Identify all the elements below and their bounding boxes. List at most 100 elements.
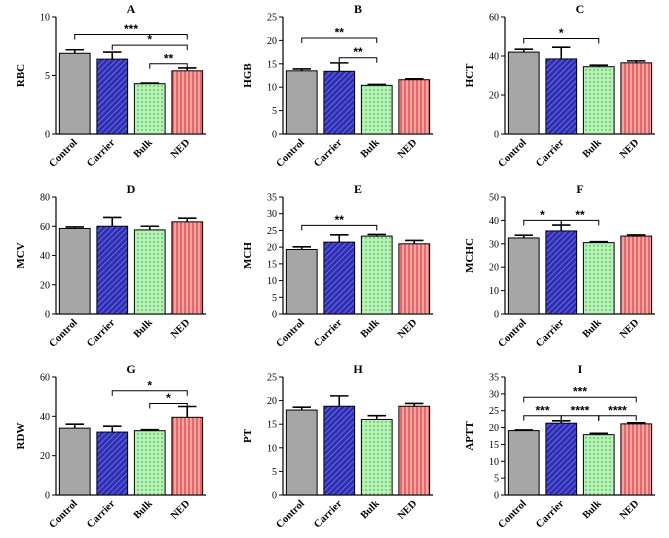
x-tick-label-control: Control [274, 498, 306, 530]
bar-control [507, 51, 540, 135]
x-tick-label-control: Control [496, 137, 528, 169]
x-tick-label-ned: NED [618, 498, 642, 522]
x-tick-label-ned: NED [169, 137, 193, 161]
bar-ned [171, 416, 204, 496]
significance-label: *** [573, 385, 587, 399]
bar-control [285, 409, 318, 496]
x-tick-label-control: Control [496, 498, 528, 530]
bar-ned [620, 62, 653, 135]
y-tick-label: 25 [267, 13, 277, 24]
y-tick-label: 15 [267, 59, 277, 70]
bar-ned [171, 70, 204, 135]
significance-bracket [74, 34, 188, 40]
significance-label: **** [571, 403, 590, 417]
x-tick-label-ned: NED [169, 317, 193, 341]
y-tick-label: 0 [494, 491, 499, 502]
y-tick-label: 20 [267, 243, 277, 254]
y-tick-label: 80 [40, 193, 50, 204]
y-axis-label: RBC [15, 64, 27, 87]
x-tick-label-bulk: Bulk [581, 317, 604, 340]
significance-label: *** [124, 22, 138, 36]
y-tick-label: 60 [40, 222, 50, 233]
y-tick-label: 10 [40, 13, 50, 24]
y-tick-label: 10 [489, 457, 499, 468]
bar-carrier [545, 230, 578, 315]
x-tick-label-bulk: Bulk [132, 498, 155, 521]
y-tick-label: 20 [40, 451, 50, 462]
bar-carrier [323, 405, 356, 496]
x-tick-label-ned: NED [618, 317, 642, 341]
x-tick-label-control: Control [47, 317, 79, 349]
x-tick-label-ned: NED [396, 317, 420, 341]
x-tick-label-bulk: Bulk [132, 137, 155, 160]
significance-bracket [523, 396, 637, 403]
x-tick-label-carrier: Carrier [534, 498, 566, 530]
panel-title: E [354, 182, 362, 196]
y-tick-label: 60 [489, 13, 499, 24]
y-tick-label: 20 [40, 280, 50, 291]
x-tick-label-carrier: Carrier [312, 137, 344, 169]
x-tick-label-carrier: Carrier [85, 137, 117, 169]
x-tick-label-control: Control [47, 498, 79, 530]
bar-control [507, 237, 540, 315]
y-tick-label: 20 [489, 423, 499, 434]
bar-control [285, 70, 318, 135]
bar-ned [398, 405, 431, 496]
bar-carrier [96, 58, 129, 135]
y-tick-label: 15 [267, 420, 277, 431]
bar-bulk [582, 242, 615, 315]
bar-bulk [360, 418, 393, 496]
x-tick-label-bulk: Bulk [359, 317, 382, 340]
bar-ned [398, 243, 431, 315]
x-tick-label-carrier: Carrier [312, 498, 344, 530]
bar-ned [398, 79, 431, 135]
bar-bulk [360, 235, 393, 315]
y-tick-label: 5 [494, 474, 499, 485]
x-tick-label-bulk: Bulk [581, 137, 604, 160]
significance-label: ** [575, 208, 585, 222]
y-tick-label: 0 [272, 491, 277, 502]
x-tick-label-control: Control [496, 317, 528, 349]
y-tick-label: 10 [267, 276, 277, 287]
y-tick-label: 35 [489, 373, 499, 384]
bar-bulk [360, 84, 393, 135]
bar-carrier [96, 225, 129, 315]
y-tick-label: 25 [267, 373, 277, 384]
y-axis-label: HCT [464, 63, 476, 88]
x-tick-label-control: Control [274, 317, 306, 349]
bar-control [58, 427, 91, 496]
y-axis-label: RDW [15, 423, 27, 450]
y-tick-label: 60 [40, 373, 50, 384]
y-tick-label: 5 [272, 467, 277, 478]
significance-bracket [598, 415, 637, 421]
significance-label: * [147, 33, 152, 47]
y-tick-label: 15 [267, 259, 277, 270]
significance-bracket [111, 390, 188, 396]
significance-label: * [147, 378, 152, 392]
bar-carrier [545, 58, 578, 135]
significance-label: ** [353, 45, 363, 59]
significance-label: ** [335, 26, 345, 40]
panel-title: H [353, 362, 363, 376]
bar-bulk [133, 83, 166, 135]
chart-panel-e: E MCH 0 5 10 15 20 25 30 35 Control Carrier Bulk NED *… [242, 182, 433, 350]
bar-carrier [545, 422, 578, 496]
y-tick-label: 5 [272, 293, 277, 304]
y-tick-label: 30 [489, 239, 499, 250]
bar-carrier [323, 70, 356, 135]
chart-panel-i: I APTT 0 5 10 15 20 25 30 35 Control Carrier Bulk NED… [464, 362, 655, 531]
y-axis-label: MCHC [464, 238, 476, 273]
significance-bracket [149, 63, 188, 69]
y-tick-label: 0 [494, 310, 499, 321]
y-tick-label: 20 [267, 36, 277, 47]
y-tick-label: 10 [489, 286, 499, 297]
panel-title: B [354, 2, 362, 16]
significance-bracket [338, 57, 378, 63]
y-tick-label: 25 [267, 226, 277, 237]
y-tick-label: 25 [489, 406, 499, 417]
x-tick-label-ned: NED [396, 137, 420, 161]
y-tick-label: 15 [489, 440, 499, 451]
